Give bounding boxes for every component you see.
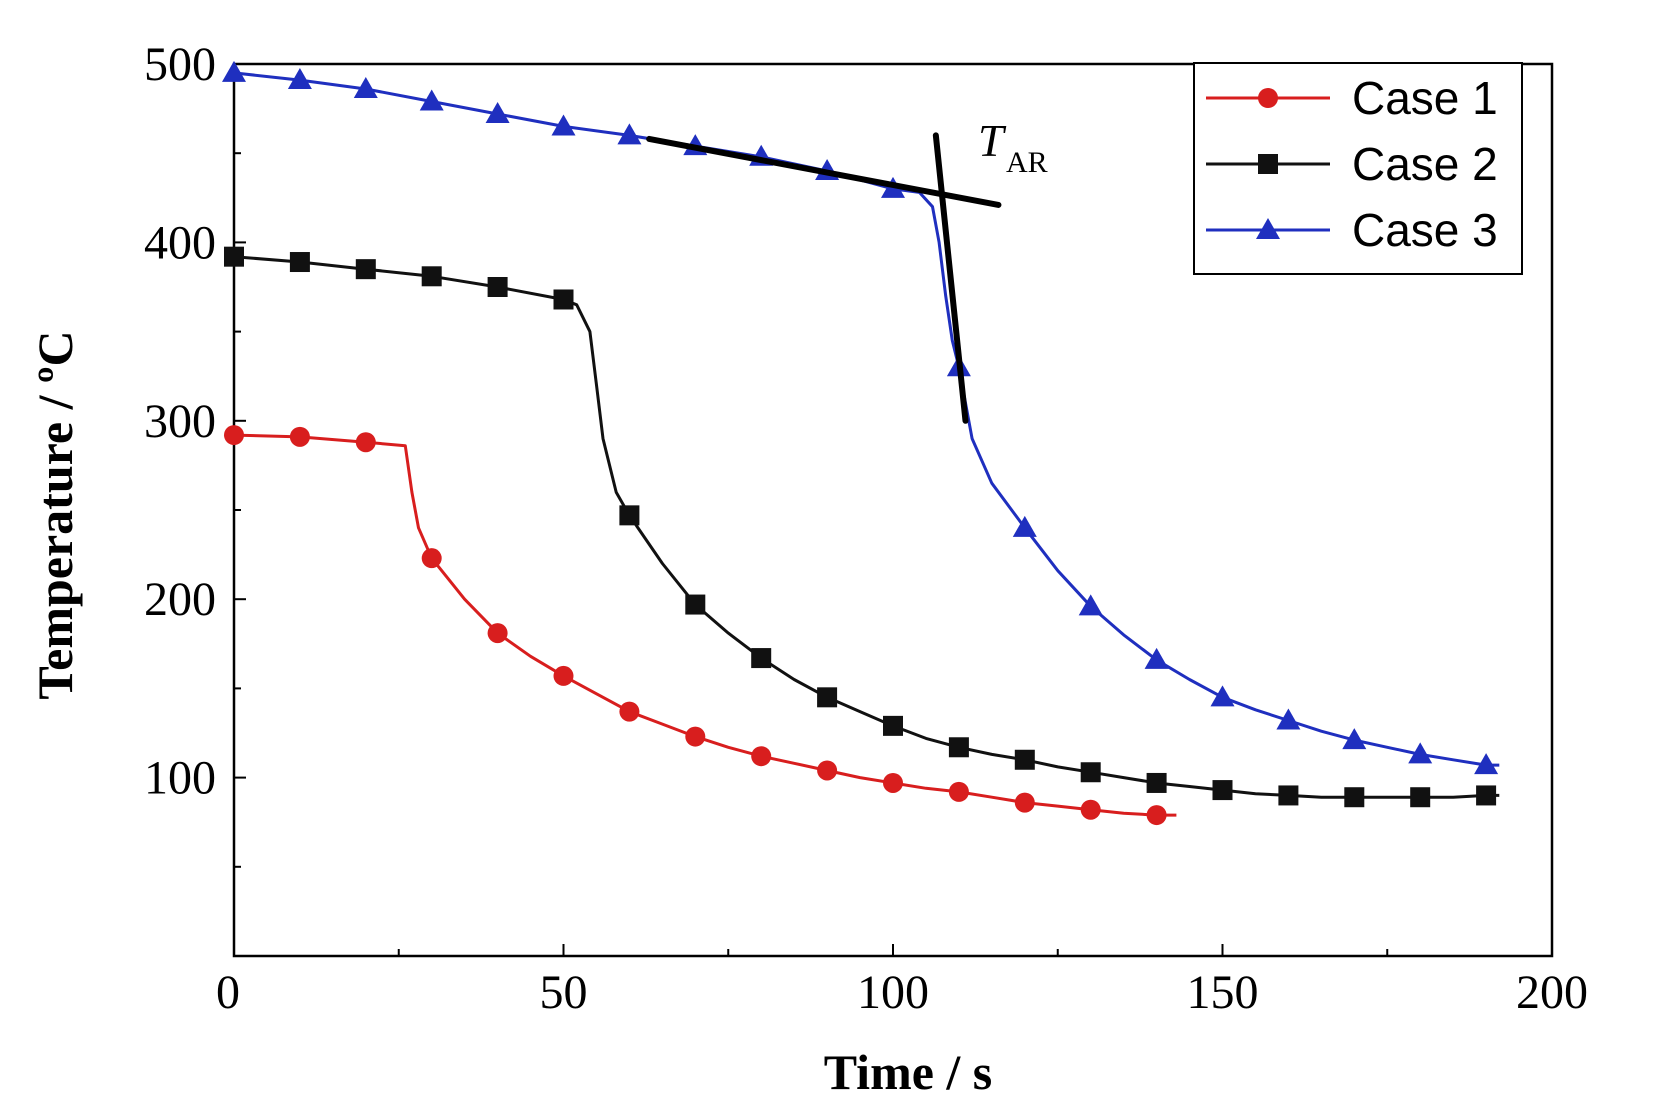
legend-swatch-marker	[1258, 88, 1278, 108]
series-3	[222, 60, 1500, 775]
series-marker	[751, 746, 772, 767]
series-line	[233, 433, 1177, 817]
series-marker	[353, 76, 378, 98]
x-tick-label: 0	[216, 966, 240, 1019]
series-marker	[553, 665, 574, 686]
x-tick-label: 150	[1187, 966, 1259, 1019]
axis-ticks: 0 50 100 150 200 100 200 300 400 500	[144, 38, 1588, 1019]
series-marker	[883, 715, 903, 736]
series-marker	[289, 252, 310, 273]
series-marker	[1210, 685, 1235, 707]
legend-swatch-marker	[1256, 218, 1280, 239]
series-marker	[948, 737, 969, 758]
series-marker	[817, 760, 838, 781]
series-marker	[224, 246, 244, 267]
legend-swatch-marker	[1258, 154, 1278, 174]
series-marker	[1078, 594, 1103, 616]
series-marker	[1342, 728, 1367, 750]
legend-label: Case 1	[1352, 72, 1498, 124]
series-marker	[421, 548, 442, 569]
series-2	[224, 246, 1500, 808]
series-marker	[1014, 749, 1035, 770]
series-marker	[355, 432, 376, 453]
series-marker	[222, 60, 246, 82]
series-marker	[419, 89, 444, 111]
series-marker	[487, 623, 508, 644]
legend-item-1: Case 1	[1206, 72, 1498, 124]
y-axis-title: Temperature / ºC	[27, 330, 83, 699]
series-marker	[1146, 805, 1167, 826]
series-marker	[421, 266, 442, 287]
series-marker	[289, 426, 310, 447]
y-tick-label: 400	[144, 216, 216, 269]
series-marker	[617, 123, 642, 145]
tar-annotation: T AR	[978, 115, 1048, 179]
series-marker	[1080, 799, 1101, 820]
series-marker	[1012, 515, 1037, 537]
series-marker	[619, 505, 640, 526]
series-lines	[222, 60, 1500, 826]
series-marker	[948, 781, 969, 802]
series-marker	[1410, 787, 1431, 808]
series-line	[233, 71, 1500, 767]
series-marker	[1276, 708, 1301, 730]
x-tick-label: 50	[540, 966, 588, 1019]
series-marker	[485, 101, 510, 123]
series-marker	[1278, 785, 1299, 806]
tangent-line	[932, 132, 969, 424]
series-marker	[817, 687, 838, 708]
legend: Case 1 Case 2 Case 3	[1193, 62, 1523, 275]
tar-annotation-subscript: AR	[1006, 146, 1048, 179]
x-axis-title: Time / s	[824, 1044, 993, 1100]
legend-item-2: Case 2	[1206, 138, 1498, 190]
series-marker	[224, 425, 244, 446]
legend-label: Case 2	[1352, 138, 1498, 190]
tangent-lines	[646, 132, 1002, 424]
series-line	[233, 255, 1500, 799]
series-marker	[1344, 787, 1365, 808]
legend-item-3: Case 3	[1206, 204, 1498, 256]
series-marker	[487, 277, 508, 297]
y-tick-label: 100	[144, 752, 216, 805]
series-marker	[751, 648, 772, 669]
series-marker	[883, 772, 903, 793]
series-marker	[1212, 780, 1233, 801]
series-marker	[685, 726, 706, 747]
series-marker	[553, 289, 574, 310]
tangent-line	[646, 135, 1002, 208]
x-tick-label: 100	[857, 966, 929, 1019]
series-marker	[551, 114, 576, 136]
series-marker	[1014, 792, 1035, 813]
legend-label: Case 3	[1352, 204, 1498, 256]
y-tick-label: 300	[144, 395, 216, 448]
series-marker	[1408, 742, 1433, 764]
series-marker	[287, 68, 312, 90]
series-marker	[1144, 647, 1169, 669]
y-tick-label: 200	[144, 573, 216, 626]
series-marker	[1146, 772, 1167, 793]
y-tick-label: 500	[144, 38, 216, 91]
series-marker	[1474, 753, 1499, 775]
series-marker	[1080, 762, 1101, 783]
series-marker	[355, 259, 376, 280]
series-1	[224, 425, 1177, 826]
series-marker	[619, 701, 640, 722]
x-tick-label: 200	[1516, 966, 1588, 1019]
series-marker	[1476, 785, 1497, 806]
series-marker	[685, 594, 706, 615]
tar-annotation-main: T	[978, 115, 1007, 166]
